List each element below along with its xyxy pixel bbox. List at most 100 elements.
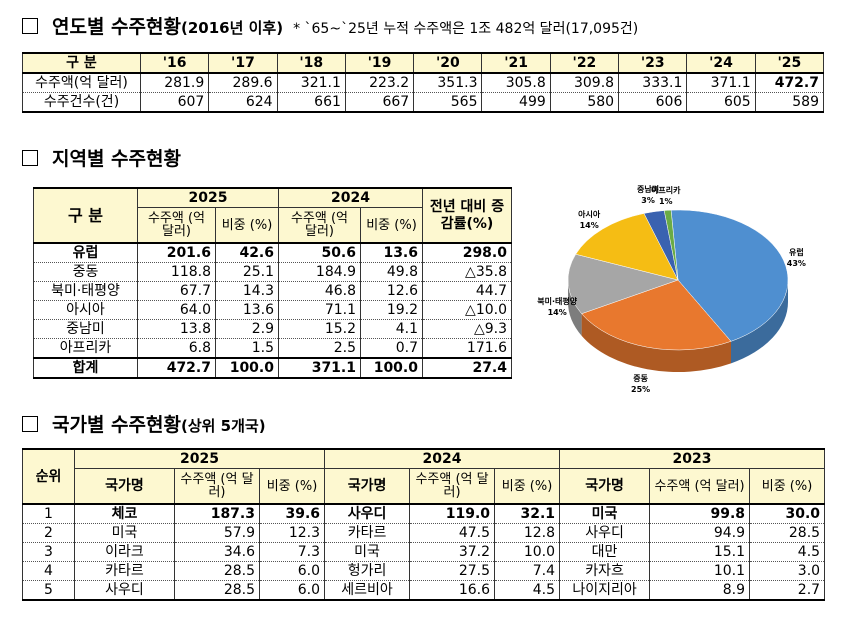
cell: 333.1 [618,73,688,93]
cell: 94.9 [649,523,751,543]
cell: 119.0 [409,503,496,524]
cell: △10.0 [422,300,512,320]
cell: 4.1 [360,319,423,339]
section2-heading: 지역별 수주현황 [22,144,181,171]
cell: 223.2 [344,73,415,93]
table-subheader-row: 국가명 수주액 (억 달러) 비중 (%) 국가명 수주액 (억 달러) 비중 … [23,468,826,505]
amount-header: 수주액 (억 달러) [649,468,751,505]
cell: 499 [481,92,551,113]
annual-orders-table: 구 분 '16 '17 '18 '19 '20 '21 '22 '23 '24 … [22,52,825,113]
year-header: '19 [344,52,415,74]
pie-slice [567,253,679,315]
year-header: 2025 [137,187,279,208]
cell: 7.3 [258,542,326,562]
cell: 2.7 [749,580,826,601]
table-row: 북미·태평양 67.7 14.3 46.8 12.6 44.7 [33,281,512,301]
cell: 10.0 [494,542,561,562]
cell: 0.7 [360,338,423,359]
pie-slice [670,209,789,342]
section1-subtitle: (2016년 이후) [180,19,284,37]
cell: 605 [686,92,756,113]
region-cell: 유럽 [33,242,138,263]
pie-label-name: 유럽 [789,248,804,258]
cell: 13.6 [215,300,279,320]
pie-slice [581,279,732,351]
year-header: 2024 [278,187,423,208]
cell: 281.9 [139,73,210,93]
share-header: 비중 (%) [360,207,423,244]
cell: 57.9 [174,523,260,543]
cell: 351.3 [413,73,483,93]
cell: 28.5 [174,580,260,601]
rank-cell: 4 [22,561,75,581]
cell: 44.7 [422,281,512,301]
pie-label: 중남미 3% [637,184,659,206]
cell: 67.7 [137,281,216,301]
cell: 12.8 [494,523,561,543]
cell: 309.8 [549,73,620,93]
cell: 49.8 [360,262,423,282]
cell: 589 [754,92,825,113]
country-cell: 카타르 [324,523,411,543]
cell: 32.1 [494,503,561,524]
table-row: 아시아 64.0 13.6 71.1 19.2 △10.0 [33,300,512,320]
section1-title: 연도별 수주현황 [52,16,181,38]
table-row: 2 미국 57.9 12.3 카타르 47.5 12.8 사우디 94.9 28.5 [22,523,826,543]
regional-orders-table: 구 분 2025 2024 전년 대비 증감률(%) 수주액 (억 달러) 비중… [33,187,512,379]
cell: 565 [413,92,483,113]
country-cell: 사우디 [324,503,411,524]
share-header: 비중 (%) [215,207,279,244]
cell: 30.0 [749,503,826,524]
row-label: 수주건수(건) [22,92,141,113]
cell: 1.5 [215,338,279,359]
amount-header: 수주액 (억 달러) [137,207,216,244]
cell: 3.0 [749,561,826,581]
region-cell: 북미·태평양 [33,281,138,301]
cell: 100.0 [360,357,423,379]
table-header-row: 순위 2025 2024 2023 [22,448,826,505]
cell: 187.3 [174,503,260,524]
cell: 100.0 [215,357,279,379]
pie-label-percent: 14% [547,307,567,317]
section3-title: 국가별 수주현황 [52,414,181,436]
pie-label-percent: 25% [631,385,651,394]
amount-header: 수주액 (억 달러) [278,207,361,244]
country-header: 국가명 [559,468,651,505]
year-header: '21 [481,52,551,74]
region-cell: 중남미 [33,319,138,339]
cell: 39.6 [258,503,326,524]
cell: 16.6 [409,580,496,601]
pie-label-percent: 43% [786,259,806,269]
table-row: 중남미 13.8 2.9 15.2 4.1 △9.3 [33,319,512,339]
year-header: 2025 [73,448,326,469]
year-header: '22 [549,52,620,74]
checkbox-square-icon [22,18,38,34]
cell: 42.6 [215,242,279,263]
checkbox-square-icon [22,416,38,432]
table-row: 3 이라크 34.6 7.3 미국 37.2 10.0 대만 15.1 4.5 [22,542,826,562]
cell: 27.4 [422,357,512,379]
cell: 472.7 [137,357,216,379]
year-header: '24 [686,52,756,74]
pie-label-name: 중남미 [637,184,660,194]
pie-label-name: 북미·태평양 [537,296,578,306]
rank-cell: 1 [22,503,75,524]
country-header: 국가명 [74,468,175,505]
cell: 606 [618,92,688,113]
pie-slice-side [581,313,731,372]
cell: 28.5 [174,561,260,581]
country-header: 국가명 [324,468,411,505]
cell: 6.0 [258,580,326,601]
cell: 184.9 [278,262,361,282]
checkbox-square-icon [22,150,38,166]
cell: 19.2 [360,300,423,320]
country-cell: 대만 [559,542,651,562]
rank-cell: 3 [22,542,75,562]
year-header: 2023 [559,448,826,469]
share-header: 비중 (%) [749,468,826,505]
share-header: 비중 (%) [494,468,561,505]
cell: 4.5 [494,580,561,601]
cell: 472.7 [754,73,825,93]
country-cell: 카자흐 [559,561,651,581]
pie-label-percent: 14% [579,220,599,230]
